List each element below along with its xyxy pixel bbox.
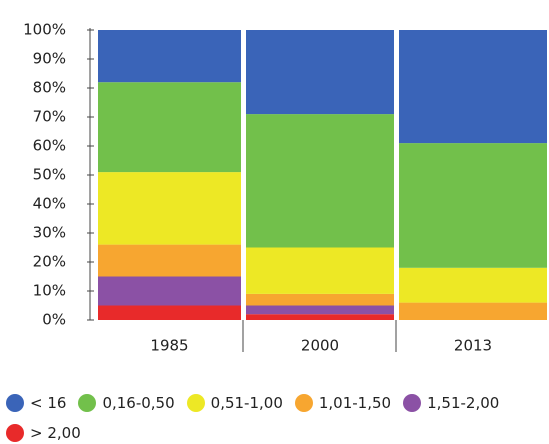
- bar-segment: [399, 267, 547, 303]
- x-tick-label: 2000: [301, 337, 339, 355]
- legend-label: < 16: [30, 394, 67, 412]
- bar-segment: [246, 293, 394, 306]
- legend: < 16 0,16-0,50 0,51-1,00 1,01-1,50 1,51-2,00…: [6, 392, 506, 444]
- legend-label: > 2,00: [30, 424, 81, 442]
- bar-segment: [98, 276, 241, 306]
- bar-segment: [246, 305, 394, 315]
- y-tick-label: 30%: [33, 224, 66, 242]
- legend-swatch: [186, 394, 205, 412]
- y-tick-label: 20%: [33, 253, 66, 271]
- legend-label: 1,01-1,50: [318, 394, 392, 412]
- chart: 0% 10% 20% 30% 40% 50% 60% 70% 80% 90% 100% 1985 200…: [23, 21, 547, 355]
- legend-swatch: [403, 394, 422, 412]
- bar-segment: [246, 30, 394, 115]
- legend-swatch: [6, 394, 24, 412]
- bar-segment: [246, 114, 394, 248]
- bar-segment: [98, 305, 241, 320]
- legend-label: 0,16-0,50: [102, 394, 175, 412]
- y-tick-label: 60%: [33, 137, 66, 155]
- legend-label: 1,51-2,00: [427, 394, 500, 412]
- y-tick-label: 90%: [33, 50, 66, 68]
- legend-item: 1,51-2,00: [403, 392, 499, 414]
- y-tick-label: 10%: [33, 282, 66, 300]
- legend-item: 0,51-1,00: [186, 392, 283, 414]
- x-tick-label: 1985: [150, 337, 188, 355]
- legend-swatch: [6, 424, 24, 442]
- y-tick-label: 50%: [33, 166, 66, 184]
- x-tick-label: 2013: [454, 337, 492, 355]
- legend-swatch: [78, 394, 97, 412]
- y-tick-label: 0%: [42, 311, 66, 329]
- legend-label: 0,51-1,00: [210, 394, 283, 412]
- y-tick-label: 40%: [33, 195, 66, 213]
- bar-segment: [246, 247, 394, 294]
- bar-segment: [399, 302, 547, 320]
- legend-swatch: [294, 394, 313, 412]
- legend-item: > 2,00: [6, 422, 81, 444]
- legend-item: 1,01-1,50: [294, 392, 392, 414]
- y-tick-label: 100%: [23, 21, 66, 39]
- bar-segment: [98, 30, 241, 83]
- bar-segment: [98, 172, 241, 245]
- bar-segment: [98, 244, 241, 277]
- legend-item: < 16: [6, 392, 66, 414]
- y-tick-label: 80%: [33, 79, 66, 97]
- legend-item: 0,16-0,50: [78, 392, 175, 414]
- bar-segment: [399, 30, 547, 144]
- bar-segment: [399, 143, 547, 268]
- y-tick-label: 70%: [33, 108, 66, 126]
- bar-segment: [98, 82, 241, 173]
- bar-segment: [246, 314, 394, 320]
